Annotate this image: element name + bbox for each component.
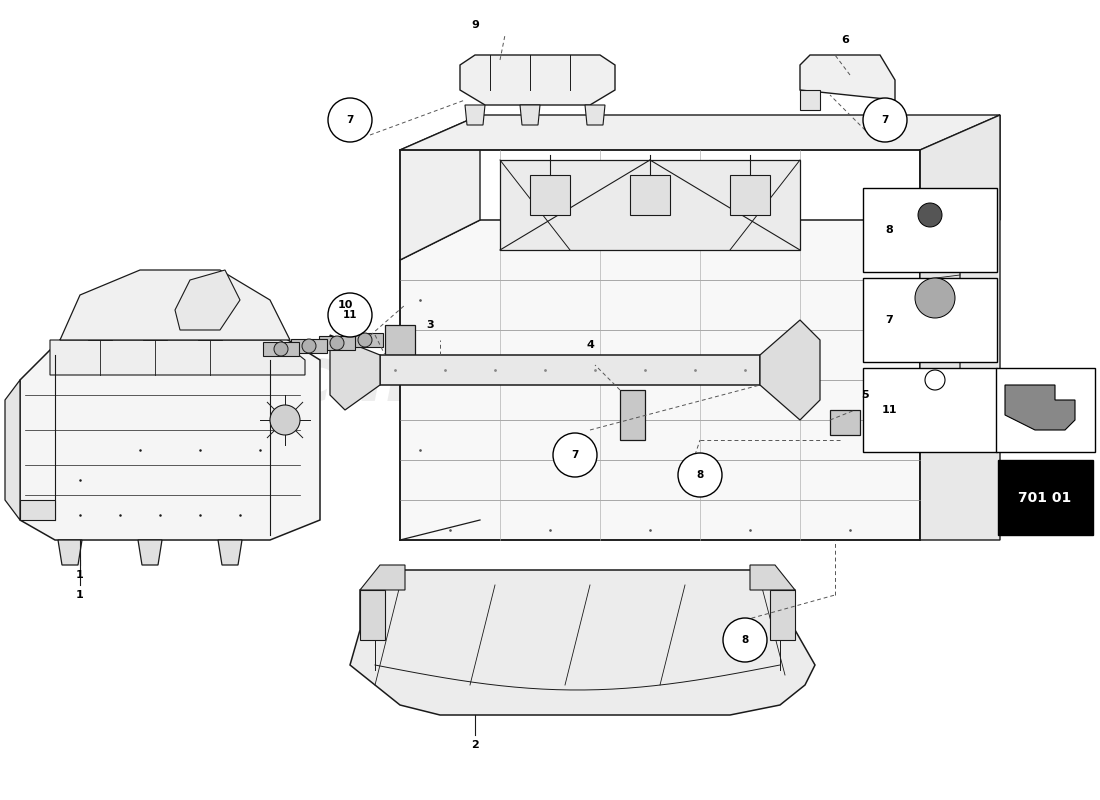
Polygon shape [292, 339, 327, 353]
Polygon shape [730, 175, 770, 215]
Text: 9: 9 [471, 20, 478, 30]
Text: 3: 3 [426, 320, 433, 330]
FancyBboxPatch shape [996, 368, 1094, 452]
Polygon shape [138, 540, 162, 565]
Polygon shape [218, 540, 242, 565]
Polygon shape [175, 270, 240, 330]
Polygon shape [346, 333, 383, 347]
FancyBboxPatch shape [998, 460, 1093, 535]
Circle shape [328, 293, 372, 337]
Text: 7: 7 [886, 315, 893, 325]
Polygon shape [58, 540, 82, 565]
Polygon shape [585, 105, 605, 125]
Polygon shape [760, 320, 820, 420]
Polygon shape [360, 590, 385, 640]
Circle shape [918, 203, 942, 227]
Text: 2: 2 [471, 740, 478, 750]
Polygon shape [520, 105, 540, 125]
Bar [620, 390, 645, 440]
Polygon shape [330, 335, 380, 410]
Polygon shape [20, 500, 55, 520]
Text: 8: 8 [741, 635, 749, 645]
Text: 1: 1 [76, 590, 84, 600]
Polygon shape [60, 270, 290, 340]
Polygon shape [400, 115, 1000, 150]
Polygon shape [400, 220, 920, 540]
Text: 7: 7 [571, 450, 579, 460]
Circle shape [553, 433, 597, 477]
Circle shape [915, 278, 955, 318]
FancyBboxPatch shape [864, 188, 997, 272]
Polygon shape [6, 380, 20, 520]
Polygon shape [800, 90, 820, 110]
FancyBboxPatch shape [864, 368, 997, 452]
Circle shape [864, 98, 907, 142]
Circle shape [358, 333, 372, 347]
Text: 7: 7 [881, 115, 889, 125]
Text: 7: 7 [346, 115, 354, 125]
Circle shape [270, 405, 300, 435]
Text: 5: 5 [861, 390, 869, 400]
Text: 8: 8 [696, 470, 704, 480]
Circle shape [678, 453, 722, 497]
Text: 6: 6 [842, 35, 849, 45]
Polygon shape [920, 115, 1000, 220]
Polygon shape [50, 340, 305, 375]
Polygon shape [500, 160, 800, 250]
Polygon shape [920, 250, 960, 400]
Polygon shape [920, 115, 1000, 540]
Text: 11: 11 [882, 405, 898, 415]
Polygon shape [465, 105, 485, 125]
Polygon shape [460, 55, 615, 105]
Polygon shape [800, 55, 895, 100]
Polygon shape [770, 590, 795, 640]
Polygon shape [750, 565, 795, 590]
Circle shape [723, 618, 767, 662]
Polygon shape [385, 325, 415, 355]
Circle shape [328, 98, 372, 142]
Polygon shape [360, 565, 405, 590]
Polygon shape [350, 570, 815, 715]
Circle shape [925, 370, 945, 390]
Text: 4: 4 [586, 340, 594, 350]
Polygon shape [379, 355, 760, 385]
FancyBboxPatch shape [864, 278, 997, 362]
Circle shape [302, 339, 316, 353]
Text: 11: 11 [343, 310, 358, 320]
Polygon shape [400, 115, 480, 260]
Text: eurocars: eurocars [92, 343, 469, 417]
Circle shape [330, 336, 344, 350]
Bar [830, 410, 860, 435]
Text: 8: 8 [886, 225, 893, 235]
Text: 10: 10 [338, 300, 353, 310]
Polygon shape [319, 336, 355, 350]
Text: a passion for parts since 1985: a passion for parts since 1985 [426, 490, 615, 530]
Polygon shape [20, 335, 320, 540]
Polygon shape [630, 175, 670, 215]
Polygon shape [1005, 385, 1075, 430]
Polygon shape [530, 175, 570, 215]
Text: 1: 1 [76, 570, 84, 580]
Text: 701 01: 701 01 [1019, 491, 1071, 505]
Polygon shape [263, 342, 299, 356]
Circle shape [274, 342, 288, 356]
